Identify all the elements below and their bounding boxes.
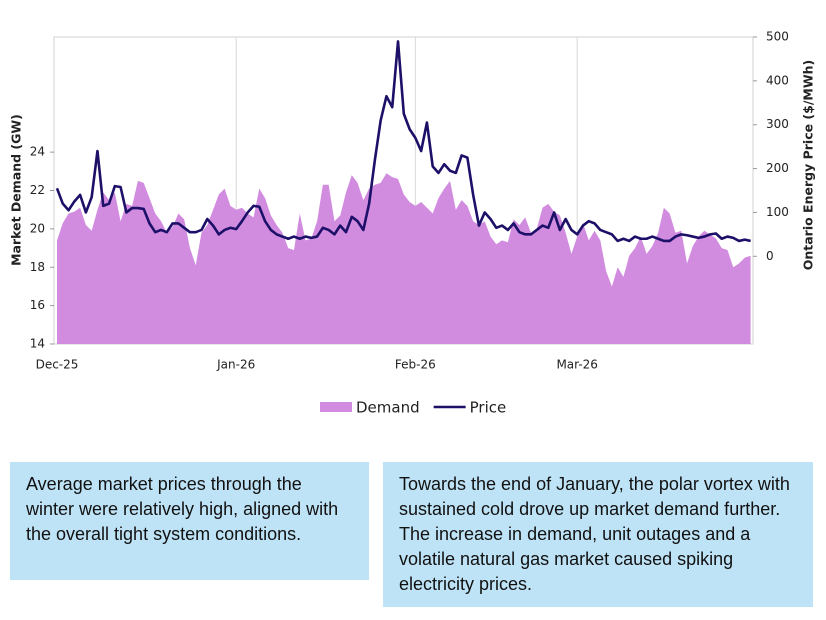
y2-axis-title: Ontario Energy Price ($/MWh) (801, 60, 816, 271)
legend-label: Demand (356, 399, 420, 417)
y-tick-label: 22 (30, 183, 45, 197)
legend-label: Price (470, 399, 507, 417)
x-tick-label: Feb-26 (395, 358, 436, 372)
note-box: Average market prices through the winter… (10, 462, 369, 580)
x-tick-label: Jan-26 (216, 358, 255, 372)
y2-tick-label: 300 (766, 117, 789, 131)
y-tick-label: 18 (30, 260, 45, 274)
chart: Market Demand (GW) Ontario Energy Price … (9, 30, 816, 417)
y-axis-title: Market Demand (GW) (9, 114, 24, 266)
legend-swatch (320, 402, 352, 412)
demand-area (57, 173, 751, 344)
x-tick-label: Dec-25 (36, 358, 79, 372)
y-tick-label: 24 (30, 145, 45, 159)
note-box: Towards the end of January, the polar vo… (383, 462, 813, 607)
y2-tick-label: 100 (766, 205, 789, 219)
y2-tick-label: 0 (766, 249, 774, 263)
y2-tick-label: 400 (766, 73, 789, 87)
price-line (55, 40, 751, 243)
x-tick-label: Mar-26 (556, 358, 597, 372)
y-tick-label: 14 (30, 337, 45, 351)
y2-tick-label: 200 (766, 161, 789, 175)
y2-tick-label: 500 (766, 30, 789, 44)
y-tick-label: 20 (30, 221, 45, 235)
y-tick-label: 16 (30, 298, 45, 312)
